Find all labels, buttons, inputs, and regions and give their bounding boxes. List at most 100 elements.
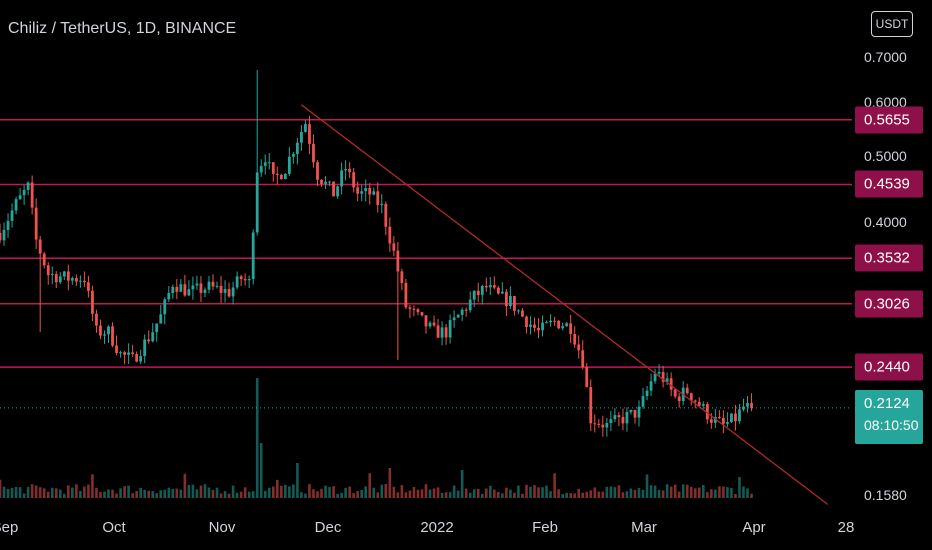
volume-bar	[163, 489, 167, 498]
candle-body	[115, 345, 118, 354]
candle-body	[565, 323, 569, 327]
candle-body	[625, 411, 629, 424]
volume-bar	[460, 470, 464, 498]
volume-bar	[91, 474, 94, 498]
volume-bar	[420, 489, 424, 498]
candle-body	[661, 372, 665, 382]
candle-body	[589, 387, 593, 424]
candle-body	[74, 278, 78, 282]
volume-bar	[456, 490, 460, 498]
candle-body	[135, 354, 139, 362]
volume-bar	[127, 485, 130, 498]
candle-body	[428, 322, 432, 327]
candle-body	[95, 313, 98, 326]
volume-bar	[613, 487, 617, 498]
volume-bar	[151, 491, 155, 498]
time-tick-label: Apr	[742, 519, 766, 536]
volume-bar	[589, 490, 593, 498]
candle-body	[50, 273, 54, 275]
volume-bar	[324, 485, 327, 498]
candle-body	[87, 282, 90, 291]
volume-bar	[155, 493, 159, 498]
volume-bar	[629, 488, 633, 498]
candle-body	[38, 239, 42, 254]
volume-bar	[26, 486, 30, 498]
volume-bar	[577, 488, 581, 498]
volume-bar	[227, 493, 231, 498]
volume-bar	[525, 484, 528, 498]
volume-bar	[183, 473, 187, 498]
volume-bar	[637, 488, 641, 498]
volume-bar	[107, 489, 110, 498]
candle-body	[62, 271, 66, 277]
candle-body	[159, 314, 163, 324]
candle-body	[54, 273, 58, 283]
volume-bar	[111, 489, 114, 498]
currency-button[interactable]: USDT	[871, 11, 913, 37]
candle-body	[203, 289, 207, 293]
volume-bar	[115, 493, 118, 498]
candle-body	[508, 296, 512, 307]
volume-bar	[400, 485, 404, 498]
candle-body	[46, 265, 50, 275]
volume-bar	[42, 488, 46, 498]
candle-body	[697, 401, 701, 406]
candle-body	[633, 410, 637, 418]
candle-body	[476, 290, 480, 295]
price-tick-label: 0.1580	[864, 487, 907, 503]
volume-bar	[673, 484, 677, 498]
level-label: 0.2440	[855, 353, 923, 381]
volume-bar	[553, 473, 556, 498]
volume-bar	[372, 487, 376, 498]
candle-body	[400, 271, 404, 283]
candle-body	[693, 400, 697, 402]
volume-bar	[633, 489, 637, 498]
volume-bar	[159, 490, 163, 498]
candle-body	[424, 315, 428, 327]
volume-bar	[255, 378, 259, 498]
candle-body	[730, 413, 733, 423]
volume-bar	[243, 487, 247, 498]
volume-bar	[388, 468, 392, 498]
candle-body	[155, 323, 159, 333]
volume-bar	[235, 492, 239, 498]
volume-bar	[730, 487, 733, 498]
volume-bar	[360, 489, 363, 498]
candle-body	[456, 314, 460, 318]
candle-body	[304, 124, 307, 132]
volume-bar	[452, 485, 456, 498]
candle-body	[312, 143, 315, 163]
volume-bar	[537, 487, 540, 498]
volume-bar	[396, 492, 400, 498]
volume-bar	[276, 479, 279, 498]
volume-bar	[484, 488, 488, 498]
volume-bar	[135, 490, 138, 498]
candle-body	[605, 423, 609, 428]
candle-body	[255, 172, 259, 233]
volume-bar	[625, 491, 629, 498]
volume-bar	[87, 484, 90, 498]
volume-bar	[143, 489, 146, 498]
volume-bar	[83, 486, 86, 498]
volume-bar	[669, 486, 673, 498]
candle-body	[709, 419, 713, 423]
volume-bar	[565, 492, 568, 498]
candle-body	[537, 327, 540, 331]
candle-body	[746, 402, 749, 407]
volume-bar	[424, 484, 428, 498]
candle-body	[2, 229, 6, 241]
candle-body	[641, 396, 645, 407]
volume-bar	[251, 491, 255, 498]
candle-body	[183, 284, 187, 296]
candle-body	[295, 142, 299, 155]
volume-bar	[718, 486, 721, 498]
volume-bar	[468, 492, 472, 498]
candle-body	[396, 250, 400, 272]
candle-body	[175, 286, 179, 292]
candle-body	[352, 172, 356, 188]
volume-bar	[199, 485, 203, 498]
volume-bar	[573, 493, 576, 498]
volume-bar	[292, 484, 295, 498]
volume-bar	[284, 484, 287, 498]
